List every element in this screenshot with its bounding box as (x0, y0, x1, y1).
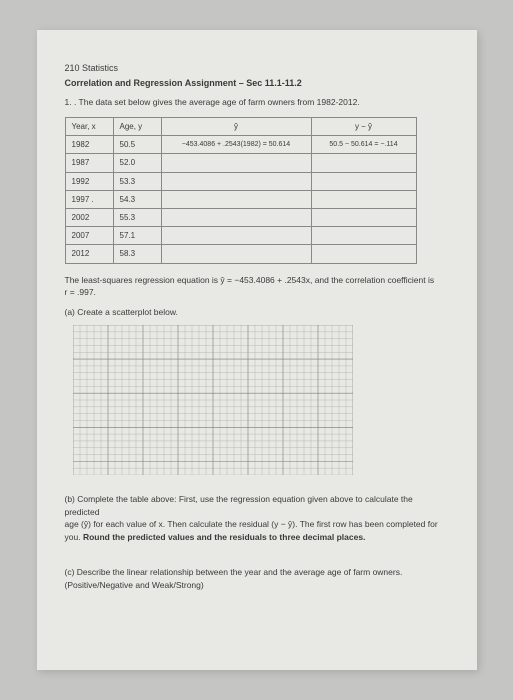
table-row: 2007 57.1 (65, 227, 416, 245)
part-c-line-1: (c) Describe the linear relationship bet… (65, 567, 403, 577)
question-1-prompt: 1. . The data set below gives the averag… (65, 97, 449, 109)
table-row: 2002 55.3 (65, 209, 416, 227)
header-residual: y − ŷ (311, 118, 416, 136)
header-yhat: ŷ (161, 118, 311, 136)
worksheet-page: 210 Statistics Correlation and Regressio… (37, 30, 477, 670)
eqn-line-1: The least-squares regression equation is… (65, 275, 435, 285)
grid-svg (73, 325, 353, 475)
part-a-prompt: (a) Create a scatterplot below. (65, 307, 449, 319)
course-code: 210 Statistics (65, 62, 449, 75)
part-b-line-3b: Round the predicted values and the resid… (83, 532, 365, 542)
cell-year: 1997 . (65, 190, 113, 208)
scatterplot-grid (73, 325, 353, 475)
cell-empty (161, 172, 311, 190)
header-year: Year, x (65, 118, 113, 136)
eqn-line-2: r = .997. (65, 287, 96, 297)
cell-residual-calc: 50.5 − 50.614 = −.114 (311, 136, 416, 154)
cell-empty (311, 154, 416, 172)
cell-empty (311, 172, 416, 190)
cell-age: 54.3 (113, 190, 161, 208)
cell-empty (161, 245, 311, 263)
part-c-line-2: (Positive/Negative and Weak/Strong) (65, 580, 204, 590)
cell-year: 1987 (65, 154, 113, 172)
cell-year: 1992 (65, 172, 113, 190)
cell-age: 57.1 (113, 227, 161, 245)
header-age: Age, y (113, 118, 161, 136)
regression-equation: The least-squares regression equation is… (65, 274, 449, 300)
cell-year: 2007 (65, 227, 113, 245)
cell-yhat-calc: −453.4086 + .2543(1982) = 50.614 (161, 136, 311, 154)
cell-age: 50.5 (113, 136, 161, 154)
part-b-line-2: age (ŷ) for each value of x. Then calcul… (65, 519, 438, 529)
cell-year: 2012 (65, 245, 113, 263)
cell-age: 53.3 (113, 172, 161, 190)
part-b-line-1: (b) Complete the table above: First, use… (65, 494, 413, 517)
cell-age: 58.3 (113, 245, 161, 263)
data-table: Year, x Age, y ŷ y − ŷ 1982 50.5 −453.40… (65, 117, 417, 264)
cell-empty (311, 227, 416, 245)
cell-empty (311, 245, 416, 263)
cell-age: 55.3 (113, 209, 161, 227)
cell-empty (161, 227, 311, 245)
cell-empty (311, 209, 416, 227)
cell-empty (161, 154, 311, 172)
cell-empty (311, 190, 416, 208)
cell-empty (161, 209, 311, 227)
part-b-line-3a: you. (65, 532, 83, 542)
part-b-prompt: (b) Complete the table above: First, use… (65, 493, 449, 544)
table-row: 1997 . 54.3 (65, 190, 416, 208)
table-row: 2012 58.3 (65, 245, 416, 263)
cell-year: 1982 (65, 136, 113, 154)
table-row: 1992 53.3 (65, 172, 416, 190)
assignment-title: Correlation and Regression Assignment – … (65, 77, 449, 90)
part-c-prompt: (c) Describe the linear relationship bet… (65, 566, 449, 592)
table-row: 1982 50.5 −453.4086 + .2543(1982) = 50.6… (65, 136, 416, 154)
cell-empty (161, 190, 311, 208)
cell-year: 2002 (65, 209, 113, 227)
table-header-row: Year, x Age, y ŷ y − ŷ (65, 118, 416, 136)
table-row: 1987 52.0 (65, 154, 416, 172)
cell-age: 52.0 (113, 154, 161, 172)
